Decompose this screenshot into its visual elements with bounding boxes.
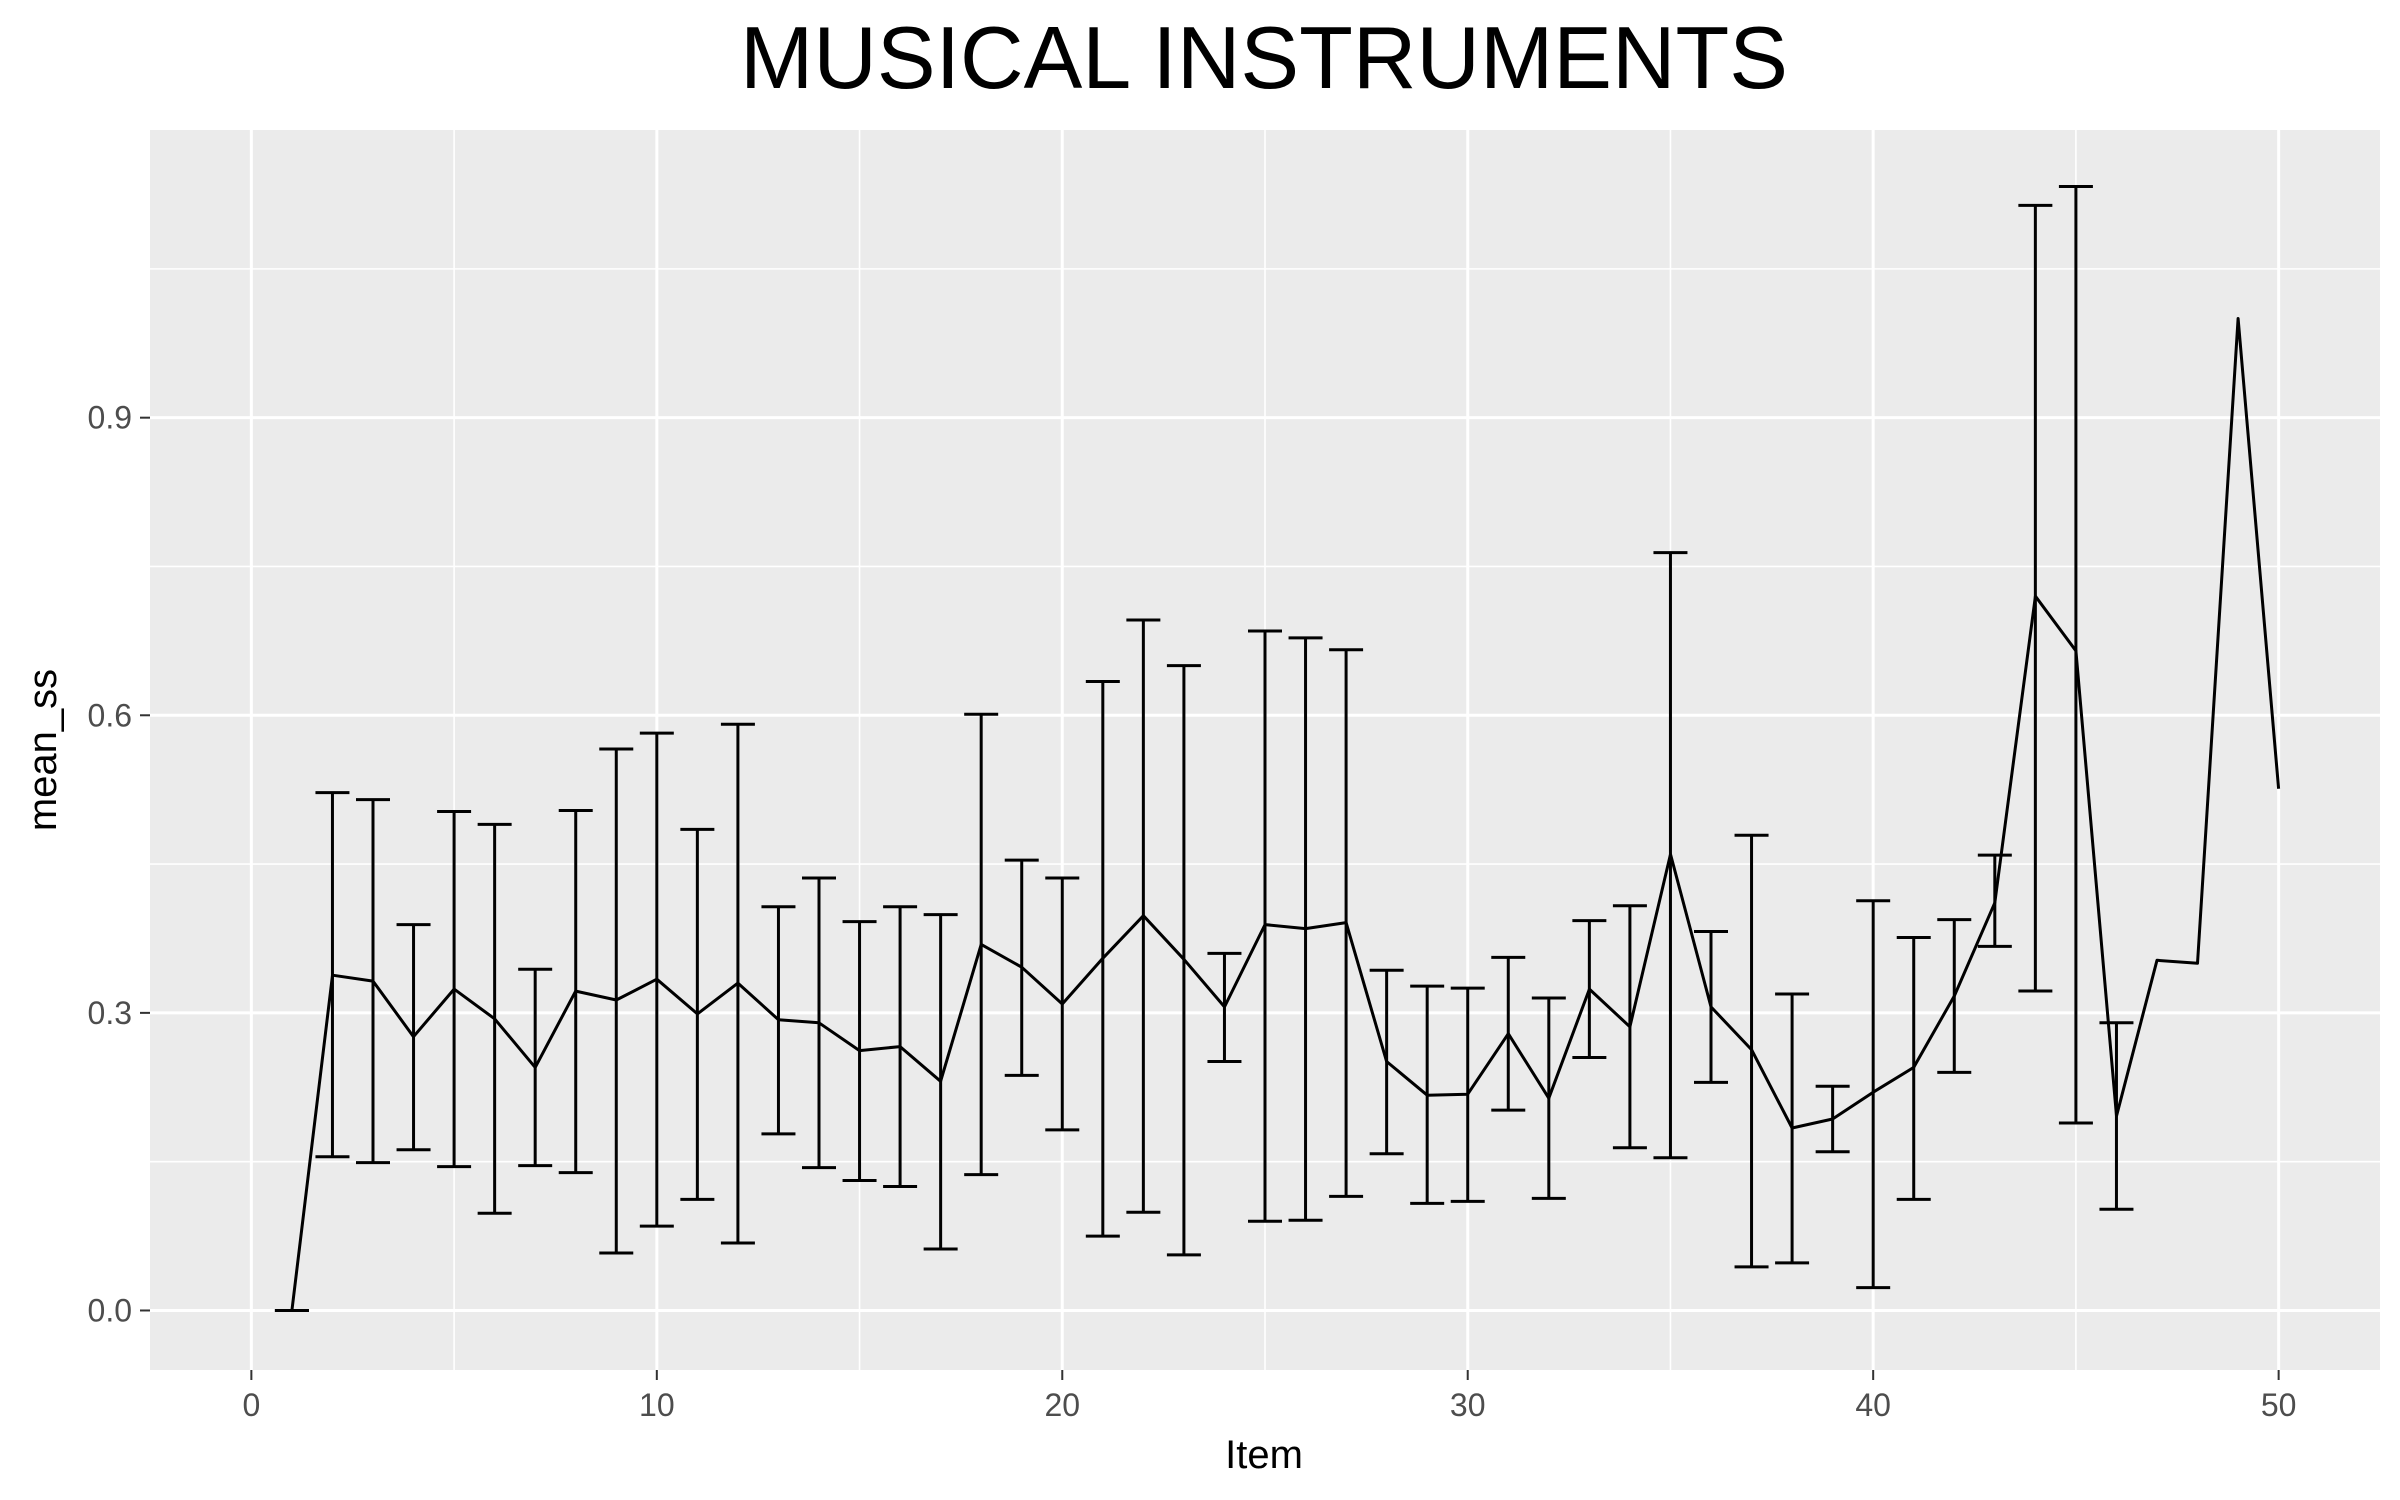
x-axis: 0 10 20 30 40 50 (242, 1370, 2296, 1423)
x-tick-label: 0 (242, 1387, 260, 1423)
series-line (290, 317, 2281, 1311)
chart-title: MUSICAL INSTRUMENTS (740, 8, 1788, 107)
error-bar (1856, 899, 1891, 1290)
y-axis: 0.0 0.3 0.6 0.9 (88, 400, 150, 1328)
y-tick-label: 0.6 (88, 697, 132, 733)
x-tick-label: 20 (1044, 1387, 1080, 1423)
y-tick-label: 0.9 (88, 400, 132, 436)
y-tick-label: 0.3 (88, 995, 132, 1031)
x-tick-label: 50 (2261, 1387, 2297, 1423)
x-tick-label: 30 (1450, 1387, 1486, 1423)
series-group (290, 317, 2281, 1311)
x-tick-label: 40 (1855, 1387, 1891, 1423)
y-axis-title: mean_ss (21, 669, 65, 831)
x-axis-title: Item (1225, 1433, 1303, 1477)
x-tick-label: 10 (639, 1387, 675, 1423)
y-tick-label: 0.0 (88, 1292, 132, 1328)
